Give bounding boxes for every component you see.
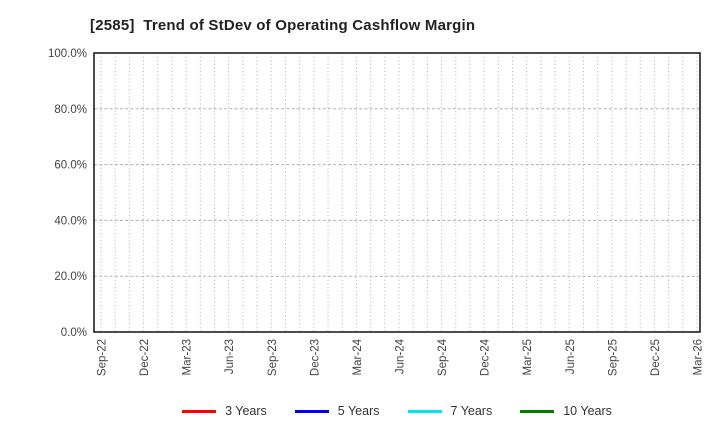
y-tick-label: 20.0% [54, 271, 87, 283]
y-tick-label: 100.0% [48, 48, 87, 60]
chart-title: [2585] Trend of StDev of Operating Cashf… [90, 17, 476, 34]
x-tick-label: Sep-22 [97, 339, 109, 376]
x-tick-label: Sep-24 [437, 338, 449, 376]
legend-item-7-years: 7 Years [407, 404, 493, 418]
legend-item-3-years: 3 Years [182, 404, 267, 418]
x-tick-label: Dec-25 [650, 339, 662, 376]
x-tick-label: Jun-25 [565, 339, 577, 374]
x-tick-label: Mar-26 [693, 339, 705, 375]
plot-border [93, 52, 701, 333]
legend-label: 7 Years [450, 404, 493, 418]
y-tick-label: 0.0% [61, 327, 87, 339]
legend-label: 10 Years [563, 404, 612, 418]
y-tick-label: 40.0% [54, 215, 87, 227]
legend-line-swatch [407, 409, 442, 413]
x-tick-label: Dec-22 [139, 339, 151, 376]
legend-line-swatch [182, 409, 217, 413]
y-tick-label: 60.0% [54, 160, 87, 172]
x-tick-label: Jun-24 [395, 338, 407, 374]
legend-label: 5 Years [337, 404, 380, 418]
x-tick-label: Dec-23 [309, 339, 321, 376]
legend-line-swatch [520, 409, 555, 413]
legend: 3 Years 5 Years 7 Years 10 Years [94, 400, 700, 422]
x-tick-label: Sep-23 [267, 339, 279, 376]
legend-line-swatch [294, 409, 329, 413]
x-tick-label: Sep-25 [607, 339, 619, 376]
x-tick-label: Mar-24 [352, 338, 364, 375]
x-tick-label: Jun-23 [224, 339, 236, 374]
legend-item-5-years: 5 Years [294, 404, 380, 418]
legend-item-10-years: 10 Years [520, 404, 612, 418]
legend-label: 3 Years [225, 404, 267, 418]
x-tick-label: Mar-23 [182, 339, 194, 375]
x-tick-label: Dec-24 [480, 338, 492, 376]
x-tick-label: Mar-25 [522, 339, 534, 375]
y-tick-label: 80.0% [54, 104, 87, 116]
